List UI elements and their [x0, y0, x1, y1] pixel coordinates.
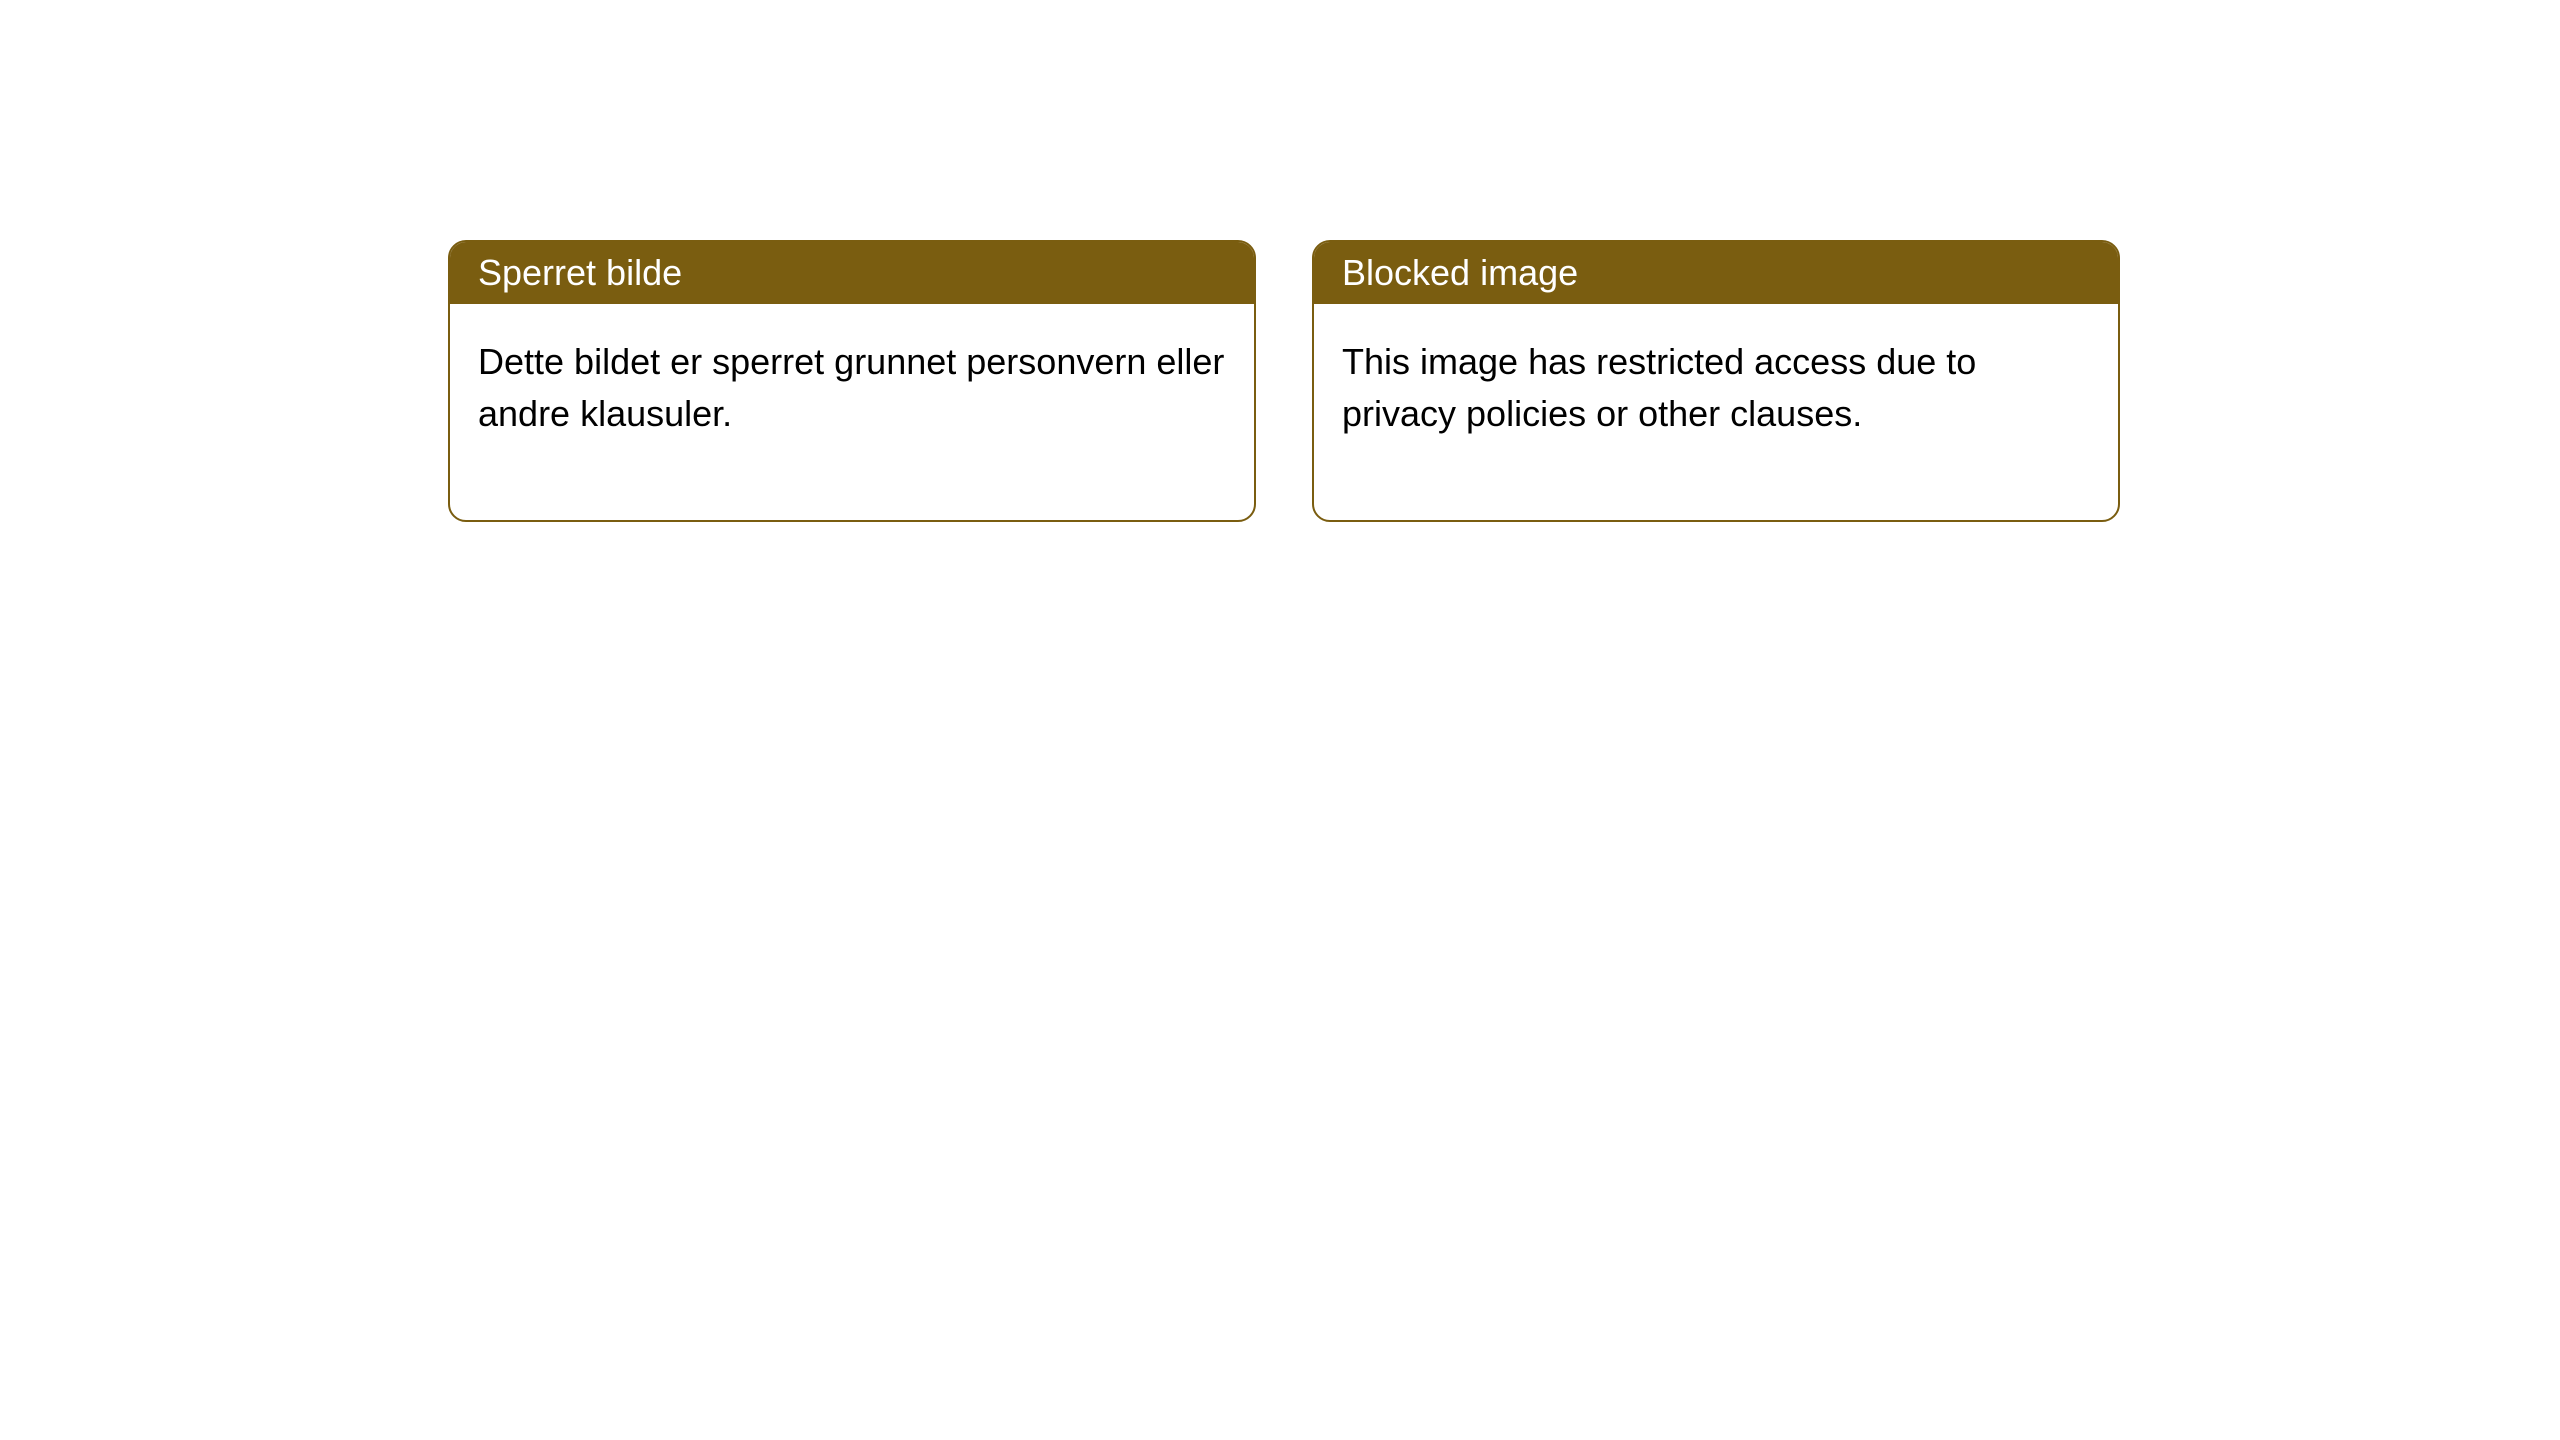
notice-card-english: Blocked image This image has restricted … — [1312, 240, 2120, 522]
notice-card-norwegian: Sperret bilde Dette bildet er sperret gr… — [448, 240, 1256, 522]
notice-container: Sperret bilde Dette bildet er sperret gr… — [0, 0, 2560, 522]
notice-body-english: This image has restricted access due to … — [1314, 304, 2118, 520]
notice-title-english: Blocked image — [1314, 242, 2118, 304]
notice-body-norwegian: Dette bildet er sperret grunnet personve… — [450, 304, 1254, 520]
notice-title-norwegian: Sperret bilde — [450, 242, 1254, 304]
